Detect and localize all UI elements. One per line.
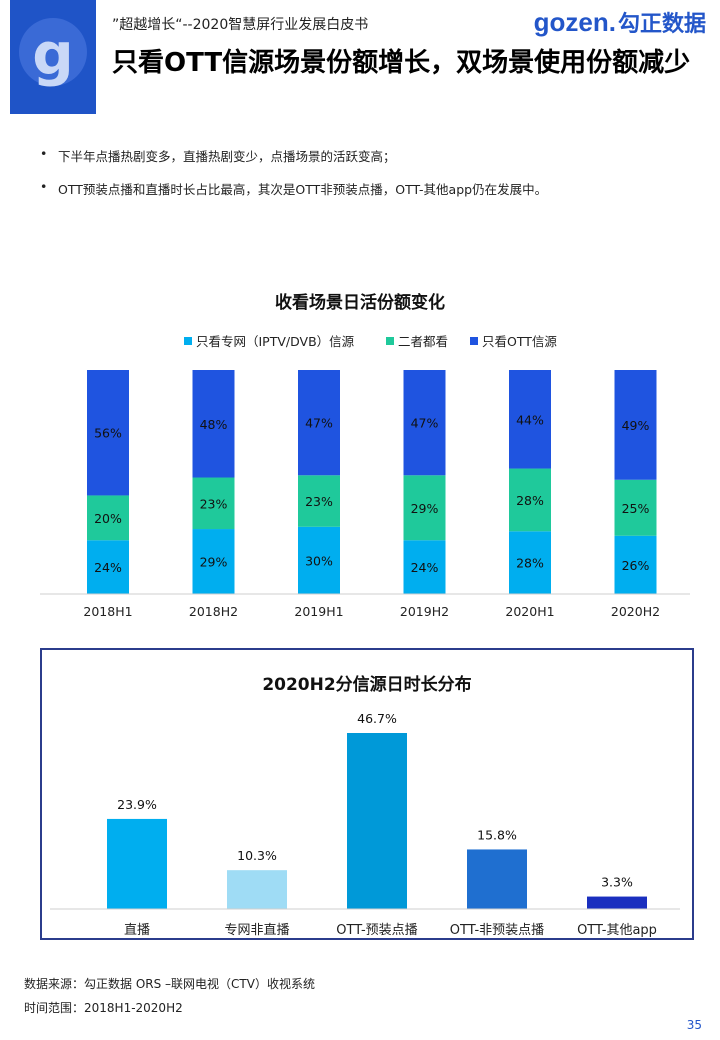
bar-data-label: 25% [622, 501, 650, 516]
bar-data-label: 56% [94, 426, 122, 441]
bar [347, 733, 407, 909]
bar-data-label: 47% [305, 416, 333, 431]
bar [467, 849, 527, 909]
legend-label: 只看专网（IPTV/DVB）信源 [196, 334, 355, 349]
bar-data-label: 20% [94, 511, 122, 526]
bar-data-label: 48% [200, 417, 228, 432]
bar-segment [509, 468, 551, 532]
chart1-title: 收看场景日活份额变化 [275, 292, 445, 313]
bar-data-label: 23% [305, 494, 333, 509]
x-tick-label: OTT-非预装点播 [450, 923, 544, 938]
data-source: 数据来源：勾正数据 ORS –联网电视（CTV）收视系统 [24, 977, 315, 991]
logo-letter: g [32, 20, 74, 88]
bar-data-label: 29% [411, 501, 439, 516]
bar-data-label: 3.3% [601, 875, 633, 890]
chart2-x-labels: 直播 专网非直播 OTT-预装点播 OTT-非预装点播 OTT-其他app [124, 923, 657, 938]
legend-swatch [184, 337, 192, 345]
page-number: 35 [686, 1018, 702, 1032]
bar-data-label: 24% [94, 560, 122, 575]
bar-segment [87, 495, 129, 541]
legend-label: 只看OTT信源 [482, 334, 557, 349]
x-tick-label: OTT-其他app [577, 923, 657, 938]
bullet-item: OTT预装点播和直播时长占比最高，其次是OTT非预装点播，OTT-其他app仍在… [36, 179, 686, 198]
bar-segment [403, 370, 446, 476]
x-tick-label: 2019H2 [400, 604, 449, 619]
bar-data-label: 26% [622, 558, 650, 573]
legend-swatch [470, 337, 478, 345]
bar-segment [192, 370, 235, 478]
bullet-item: 下半年点播热剧变多，直播热剧变少，点播场景的活跃变高； [36, 146, 686, 165]
bar [587, 896, 647, 909]
bar-data-label: 49% [622, 418, 650, 433]
x-tick-label: 2020H2 [611, 604, 660, 619]
bar-data-label: 30% [305, 553, 333, 568]
bar-data-label: 44% [516, 412, 544, 427]
bar-data-label: 23% [200, 496, 228, 511]
bar-segment [509, 370, 551, 469]
bar-data-label: 28% [516, 556, 544, 571]
g-logo-icon: g [19, 18, 87, 88]
stacked-bar-chart: 收看场景日活份额变化 只看专网（IPTV/DVB）信源 二者都看 只看OTT信源 2… [40, 292, 690, 619]
x-tick-label: 直播 [124, 923, 150, 938]
x-tick-label: 2019H1 [294, 604, 343, 619]
bar-data-label: 47% [411, 416, 439, 431]
x-tick-label: 2018H2 [189, 604, 238, 619]
brand-en: gozen. [533, 7, 616, 37]
bar-segment [298, 370, 340, 476]
bar-segment [192, 477, 235, 530]
x-tick-label: 2018H1 [83, 604, 132, 619]
bar-segment [298, 526, 340, 594]
bar-data-label: 46.7% [357, 711, 397, 726]
bar-segment [298, 475, 340, 527]
bar-data-label: 24% [411, 560, 439, 575]
bar-data-label: 29% [200, 555, 228, 570]
bar-segment [614, 479, 657, 536]
bar-segment [614, 370, 657, 480]
chart2-title: 2020H2分信源日时长分布 [262, 674, 471, 695]
logo-block: g [10, 0, 96, 114]
bar [227, 870, 287, 909]
chart2-bars: 23.9% 10.3% 46.7% 15.8% 3.3% [107, 711, 647, 909]
brand-logo: gozen.勾正数据 [534, 6, 706, 38]
bar-data-label: 15.8% [477, 827, 517, 842]
bar-data-label: 23.9% [117, 797, 157, 812]
brand-cn: 勾正数据 [617, 11, 706, 36]
x-tick-label: 专网非直播 [224, 923, 289, 938]
bar [107, 818, 167, 909]
bar-segment [87, 540, 129, 594]
bullet-list: 下半年点播热剧变多，直播热剧变少，点播场景的活跃变高； OTT预装点播和直播时长… [36, 146, 686, 212]
bar-chart: 2020H2分信源日时长分布 23.9%10.3%46.7%15.8%3.3% … [50, 674, 680, 938]
legend-swatch [386, 337, 394, 345]
bar-segment [87, 370, 129, 496]
time-range: 时间范围：2018H1-2020H2 [24, 1001, 183, 1015]
x-tick-label: OTT-预装点播 [336, 923, 417, 938]
bar-data-label: 28% [516, 493, 544, 508]
bar-segment [192, 529, 235, 594]
x-tick-label: 2020H1 [505, 604, 554, 619]
chart1-bars: 24% 20% 56% 29% 23% 48% 30% 23% 47% 24% 29% 47% 28% 2… [87, 370, 657, 594]
chart1-x-labels: 2018H1 2018H2 2019H1 2019H2 2020H1 2020H2 [83, 604, 660, 619]
chart1-legend: 只看专网（IPTV/DVB）信源 二者都看 只看OTT信源 [184, 334, 557, 349]
page-title: 只看OTT信源场景份额增长，双场景使用份额减少 [112, 48, 691, 78]
footer: 数据来源：勾正数据 ORS –联网电视（CTV）收视系统 时间范围：2018H1… [24, 972, 315, 1020]
bar-segment [403, 475, 446, 541]
header-subtitle: ”超越增长“--2020智慧屏行业发展白皮书 [112, 17, 369, 33]
bar-segment [509, 531, 551, 594]
bar-data-label: 10.3% [237, 848, 277, 863]
bar-segment [614, 535, 657, 594]
chart2-panel: 2020H2分信源日时长分布 23.9% 10.3% 46.7% 15.8% 3.3% … [40, 648, 694, 940]
legend-label: 二者都看 [398, 334, 448, 349]
bar-segment [403, 540, 446, 594]
